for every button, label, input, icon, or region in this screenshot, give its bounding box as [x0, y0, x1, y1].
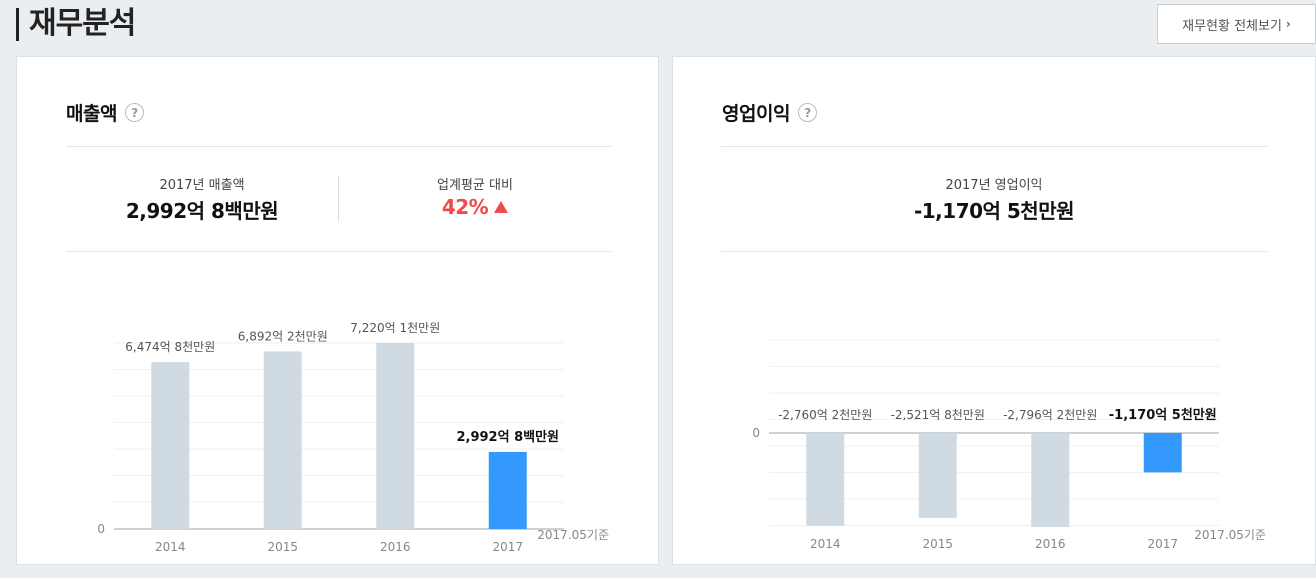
- stat-divider: [338, 176, 339, 222]
- revenue-card-title: 매출액 ?: [66, 99, 144, 126]
- bar-2015: [918, 433, 957, 518]
- x-axis-tick-label: 2016: [1035, 537, 1066, 551]
- operating-current-value: -1,170억 5천만원: [913, 199, 1075, 223]
- bar-value-label: -2,760억 2천만원: [778, 407, 872, 422]
- operating-title-text: 영업이익: [722, 103, 790, 125]
- operating-current-label: 2017년 영업이익: [945, 178, 1043, 193]
- operating-current-stat: 2017년 영업이익 -1,170억 5천만원: [721, 174, 1267, 224]
- bar-2014: [151, 362, 190, 529]
- operating-profit-bar-chart: 0 -2,760억 2천만원 2014 -2,521억 8천만원 2015 -2,796억…: [752, 339, 1219, 551]
- bar-2015: [263, 351, 302, 529]
- operating-profit-card: 영업이익 ? 2017년 영업이익 -1,170억 5천만원 0 -2,760억 …: [672, 56, 1316, 565]
- y-axis-zero-label: 0: [97, 522, 105, 536]
- operating-basis-note: 2017.05기준: [1194, 528, 1266, 542]
- bar-value-label: 7,220억 1천만원: [350, 320, 440, 335]
- title-accent-bar: [16, 8, 19, 41]
- revenue-compare-label: 업계평균 대비: [437, 178, 513, 193]
- x-axis-tick-label: 2015: [922, 537, 953, 551]
- revenue-current-value: 2,992억 8백만원: [125, 199, 279, 223]
- x-axis-tick-label: 2014: [155, 540, 186, 552]
- help-icon[interactable]: ?: [797, 103, 817, 122]
- bar-value-label: -2,521억 8천만원: [891, 407, 985, 422]
- revenue-compare-stat: 업계평균 대비 42%: [339, 174, 611, 219]
- x-axis-tick-label: 2014: [810, 537, 841, 551]
- bar-value-label: 6,892억 2천만원: [238, 328, 328, 343]
- revenue-basis-note: 2017.05기준: [537, 528, 609, 542]
- revenue-current-label: 2017년 매출액: [159, 178, 245, 193]
- help-icon[interactable]: ?: [124, 103, 144, 122]
- divider: [66, 146, 611, 147]
- revenue-compare-value-wrap: 42%: [339, 195, 611, 219]
- bar-value-label: 6,474억 8천만원: [125, 339, 215, 354]
- divider: [66, 251, 611, 252]
- x-axis-tick-label: 2015: [267, 540, 298, 552]
- bar-value-label: 2,992억 8백만원: [456, 429, 559, 445]
- bar-2016: [1031, 433, 1070, 527]
- y-axis-zero-label: 0: [752, 426, 760, 440]
- page-title: 재무분석: [29, 6, 136, 41]
- chevron-right-icon: ›: [1285, 17, 1291, 31]
- bar-value-label: -1,170억 5천만원: [1109, 407, 1217, 423]
- revenue-compare-value: 42%: [441, 195, 489, 219]
- revenue-bar-chart: 0 6,474억 8천만원 2014 6,892억 2천만원 2015 7,220억 1천…: [97, 320, 564, 552]
- x-axis-tick-label: 2016: [380, 540, 411, 552]
- bar-value-label: -2,796억 2천만원: [1003, 407, 1097, 422]
- divider: [721, 251, 1267, 252]
- operating-card-title: 영업이익 ?: [722, 99, 817, 126]
- revenue-card: 매출액 ? 2017년 매출액 2,992억 8백만원 업계평균 대비 42% …: [16, 56, 659, 565]
- view-all-label: 재무현황 전체보기: [1182, 18, 1282, 34]
- bar-2017: [1143, 433, 1182, 473]
- divider: [721, 146, 1267, 147]
- view-all-financials-button[interactable]: 재무현황 전체보기 ›: [1157, 4, 1316, 44]
- revenue-current-stat: 2017년 매출액 2,992억 8백만원: [66, 174, 338, 224]
- bar-2014: [806, 433, 845, 526]
- up-triangle-icon: [494, 201, 509, 213]
- x-axis-tick-label: 2017: [492, 540, 523, 552]
- bar-2016: [376, 343, 415, 529]
- bar-2017: [488, 451, 527, 529]
- x-axis-tick-label: 2017: [1147, 537, 1178, 551]
- revenue-title-text: 매출액: [66, 103, 117, 125]
